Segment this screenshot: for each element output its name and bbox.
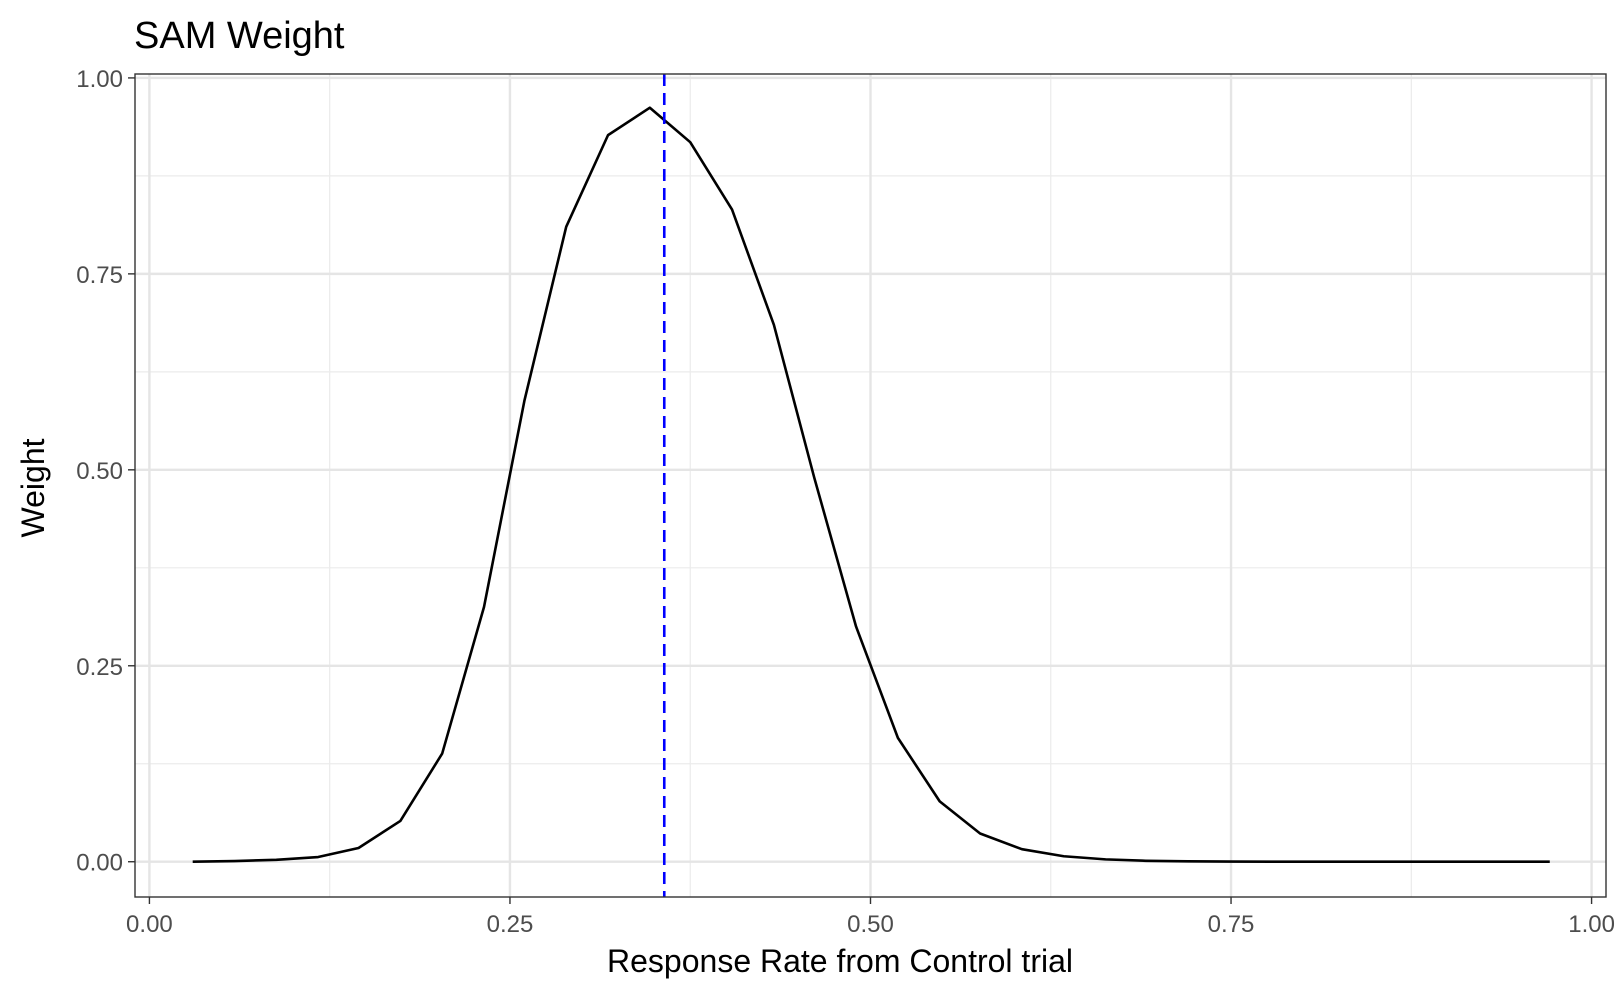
x-tick-label: 0.00	[126, 911, 173, 938]
y-tick-label: 1.00	[76, 66, 123, 93]
x-tick-label: 0.75	[1208, 911, 1255, 938]
x-axis-title: Response Rate from Control trial	[607, 943, 1073, 979]
y-tick-label: 0.00	[76, 850, 123, 877]
x-tick-label: 0.50	[847, 911, 894, 938]
series-layer	[192, 74, 1550, 897]
y-axis-title: Weight	[15, 438, 51, 537]
y-tick-label: 0.25	[76, 654, 123, 681]
x-tick-label: 0.25	[487, 911, 534, 938]
grid	[135, 74, 1606, 897]
series-line	[192, 106, 1550, 864]
axis-ticks: 0.00 0.25 0.50 0.75 1.00 0.00 0.25 0.50 0.75 1.00	[76, 66, 1615, 938]
y-tick-label: 0.75	[76, 262, 123, 289]
y-tick-label: 0.50	[76, 458, 123, 485]
x-tick-label: 1.00	[1568, 911, 1615, 938]
chart-title: SAM Weight	[134, 15, 345, 57]
